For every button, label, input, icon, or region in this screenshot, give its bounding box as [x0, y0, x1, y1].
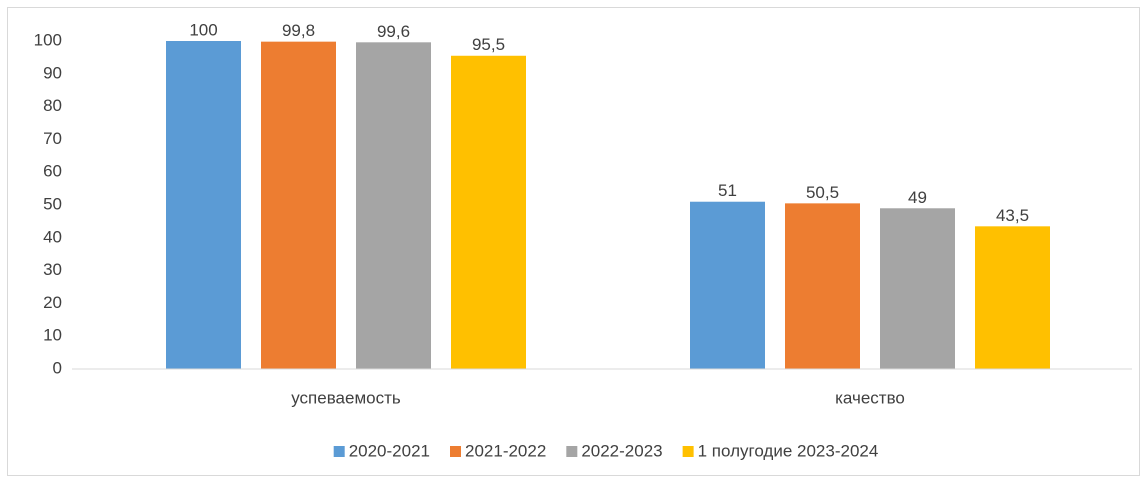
x-tick-label: качество: [835, 388, 905, 407]
bar: [451, 55, 526, 369]
bar: [261, 41, 336, 369]
data-label: 49: [908, 188, 927, 207]
y-tick-label: 80: [43, 96, 62, 115]
data-label: 100: [189, 20, 217, 39]
y-tick-label: 0: [53, 358, 62, 377]
y-tick-label: 50: [43, 194, 62, 213]
legend-swatch: [333, 446, 345, 457]
bar: [785, 203, 860, 369]
legend-label: 2021-2022: [465, 441, 546, 460]
legend-label: 2020-2021: [349, 441, 430, 460]
x-tick-label: успеваемость: [291, 388, 401, 407]
y-tick-label: 10: [43, 326, 62, 345]
y-tick-label: 40: [43, 227, 62, 246]
data-label: 95,5: [472, 35, 505, 54]
data-label: 99,8: [282, 21, 315, 40]
y-tick-label: 30: [43, 260, 62, 279]
data-label: 99,6: [377, 22, 410, 41]
legend-swatch: [450, 446, 461, 457]
bar: [356, 42, 431, 369]
bar: [690, 201, 765, 369]
y-tick-label: 90: [43, 63, 62, 82]
bar: [880, 208, 955, 369]
legend-swatch: [682, 446, 694, 457]
bar: [975, 226, 1050, 369]
data-label: 50,5: [806, 183, 839, 202]
y-tick-label: 100: [34, 30, 62, 49]
data-label: 51: [718, 181, 737, 200]
legend-label: 2022-2023: [581, 441, 662, 460]
legend-label: 1 полугодие 2023-2024: [698, 441, 879, 460]
bar: [166, 41, 241, 369]
data-label: 43,5: [996, 206, 1029, 225]
y-tick-label: 20: [43, 293, 62, 312]
legend-swatch: [566, 446, 578, 457]
y-tick-label: 70: [43, 129, 62, 148]
y-tick-label: 60: [43, 162, 62, 181]
